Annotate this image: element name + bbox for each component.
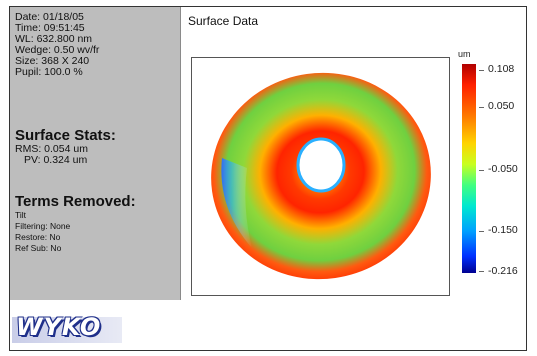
scale-tick-3: -0.050 xyxy=(488,163,518,175)
unit-label: um xyxy=(458,49,471,59)
surface-stats-title: Surface Stats: xyxy=(15,127,116,144)
terms-removed-title: Terms Removed: xyxy=(15,193,136,210)
color-scale-bar xyxy=(462,64,476,273)
surface-stats: Surface Stats: RMS: 0.054 um PV: 0.324 u… xyxy=(10,127,116,166)
logo-background xyxy=(12,317,122,343)
rms-text: RMS: 0.054 um xyxy=(15,143,88,155)
pv-text: PV: 0.324 um xyxy=(24,154,88,166)
measurement-info: Date: 01/18/05 Time: 09:51:45 WL: 632.80… xyxy=(10,12,99,78)
scale-tick-2: 0.050 xyxy=(488,100,515,112)
size-text: Size: 368 X 240 xyxy=(15,55,90,67)
scale-tick-max: 0.108 xyxy=(488,63,515,75)
date-text: Date: 01/18/05 xyxy=(15,11,84,23)
terms-removed: Terms Removed: Tilt Filtering: None Rest… xyxy=(10,193,136,254)
scale-tick-min: -0.216 xyxy=(488,265,518,277)
tickmark xyxy=(479,231,484,232)
logo-text: WYKO xyxy=(16,313,102,341)
tickmark xyxy=(479,170,484,171)
center-hole xyxy=(296,137,346,193)
edge-shading xyxy=(221,158,252,248)
tickmark xyxy=(479,107,484,108)
scale-tick-4: -0.150 xyxy=(488,224,518,236)
plot-title: Surface Data xyxy=(188,14,259,28)
wyko-logo: WYKO xyxy=(12,309,130,345)
time-text: Time: 09:51:45 xyxy=(15,22,85,34)
restore-text: Restore: No xyxy=(15,232,61,242)
surface-map xyxy=(211,72,431,280)
wavelength-text: WL: 632.800 nm xyxy=(15,33,93,45)
info-panel: Date: 01/18/05 Time: 09:51:45 WL: 632.80… xyxy=(10,7,181,300)
pupil-text: Pupil: 100.0 % xyxy=(15,66,83,78)
tilt-text: Tilt xyxy=(15,210,27,220)
ref-sub-text: Ref Sub: No xyxy=(15,243,62,253)
wedge-text: Wedge: 0.50 wv/fr xyxy=(15,44,100,56)
filtering-text: Filtering: None xyxy=(15,221,71,231)
surface-data-report: Date: 01/18/05 Time: 09:51:45 WL: 632.80… xyxy=(9,6,527,351)
tickmark xyxy=(479,271,484,272)
surface-plot xyxy=(191,57,450,296)
tickmark xyxy=(479,70,484,71)
